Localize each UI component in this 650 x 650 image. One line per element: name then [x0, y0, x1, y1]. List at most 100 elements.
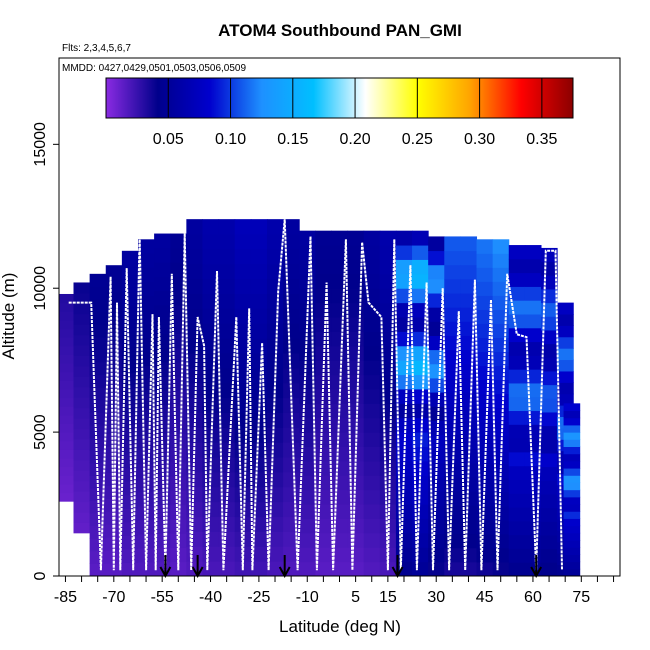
heatmap-cell	[395, 388, 413, 404]
heatmap-cell	[541, 521, 558, 536]
heatmap-cell	[428, 561, 445, 576]
heatmap-cell	[250, 546, 268, 562]
heatmap-cell	[283, 234, 300, 250]
heatmap-cell	[170, 361, 187, 377]
heatmap-cell	[379, 388, 397, 404]
heatmap-cell	[331, 532, 349, 548]
heatmap-cell	[476, 435, 494, 451]
heatmap-cell	[315, 417, 332, 433]
heatmap-cell	[218, 248, 236, 265]
heatmap-cell	[379, 230, 397, 246]
heatmap-cell	[524, 272, 542, 287]
heatmap-cell	[412, 302, 429, 318]
heatmap-cell	[89, 412, 107, 426]
heatmap-cell	[59, 406, 75, 416]
heatmap-cell	[299, 345, 316, 361]
heatmap-cell	[331, 360, 349, 376]
heatmap-cell	[137, 379, 155, 395]
heatmap-cell	[170, 390, 187, 406]
heatmap-cell	[379, 273, 397, 289]
heatmap-cell	[299, 518, 316, 534]
heatmap-cell	[563, 475, 581, 483]
heatmap-cell	[218, 263, 236, 280]
heatmap-cell	[476, 421, 494, 437]
heatmap-cell	[541, 480, 558, 495]
heatmap-cell	[563, 482, 581, 491]
heatmap-cell	[508, 562, 526, 576]
heatmap-cell	[186, 248, 203, 265]
heatmap-cell	[541, 384, 558, 399]
heatmap-cell	[444, 307, 461, 322]
heatmap-cell	[89, 538, 107, 552]
heatmap-cell	[395, 317, 413, 332]
heatmap-cell	[154, 361, 171, 377]
heatmap-cell	[234, 338, 252, 354]
heatmap-cell	[476, 295, 494, 310]
heatmap-cell	[444, 250, 461, 266]
heatmap-cell	[266, 263, 284, 280]
heatmap-cell	[541, 357, 558, 372]
heatmap-cell	[444, 561, 461, 576]
heatmap-cell	[347, 288, 365, 304]
heatmap-cell	[73, 345, 91, 356]
heatmap-cell	[508, 272, 526, 287]
heatmap-cell	[563, 504, 581, 512]
heatmap-cell	[492, 393, 510, 409]
heatmap-cell	[508, 438, 526, 453]
heatmap-cell	[121, 318, 139, 333]
heatmap-cell	[283, 427, 300, 443]
heatmap-cell	[299, 504, 316, 519]
heatmap-cell	[508, 410, 526, 425]
heatmap-cell	[363, 302, 381, 318]
heatmap-cell	[105, 420, 123, 435]
heatmap-cell	[428, 519, 445, 535]
heatmap-cell	[89, 324, 107, 338]
heatmap-cell	[170, 262, 187, 277]
heatmap-cell	[492, 533, 510, 549]
heatmap-cell	[524, 534, 542, 549]
heatmap-cell	[508, 341, 526, 356]
x-tick-label: -70	[102, 589, 125, 606]
x-tick-label: 60	[524, 589, 542, 606]
heatmap-cell	[508, 286, 526, 301]
heatmap-cell	[379, 259, 397, 275]
heatmap-cell	[202, 367, 220, 384]
heatmap-cell	[331, 388, 349, 404]
heatmap-cell	[331, 273, 349, 289]
heatmap-cell	[266, 338, 284, 354]
heatmap-cell	[508, 382, 526, 398]
heatmap-cell	[154, 504, 171, 520]
heatmap-cell	[186, 501, 203, 518]
heatmap-cell	[121, 277, 139, 292]
heatmap-cell	[444, 264, 461, 280]
heatmap-cell	[444, 420, 461, 436]
heatmap-cell	[202, 248, 220, 265]
heatmap-cell	[428, 377, 445, 393]
heatmap-cell	[460, 293, 478, 308]
heatmap-cell	[266, 486, 284, 503]
heatmap-cell	[234, 427, 252, 443]
heatmap-cell	[524, 479, 542, 494]
heatmap-cell	[563, 432, 581, 440]
heatmap-cell	[331, 547, 349, 563]
heatmap-cell	[508, 369, 526, 384]
heatmap-cell	[73, 522, 91, 534]
heatmap-cell	[395, 331, 413, 347]
heatmap-cell	[89, 550, 107, 564]
heatmap-cell	[363, 561, 381, 576]
heatmap-cell	[299, 230, 316, 246]
heatmap-cell	[331, 302, 349, 318]
heatmap-cell	[331, 446, 349, 462]
heatmap-cell	[202, 516, 220, 532]
heatmap-cell	[492, 547, 510, 563]
heatmap-cell	[460, 434, 478, 450]
heatmap-cell	[428, 392, 445, 407]
heatmap-cell	[492, 239, 510, 254]
heatmap-cell	[202, 531, 220, 547]
heatmap-cell	[218, 561, 236, 576]
heatmap-cell	[541, 493, 558, 509]
heatmap-cell	[395, 532, 413, 548]
heatmap-cell	[444, 377, 461, 393]
heatmap-cell	[347, 230, 365, 246]
heatmap-cell	[89, 349, 107, 363]
